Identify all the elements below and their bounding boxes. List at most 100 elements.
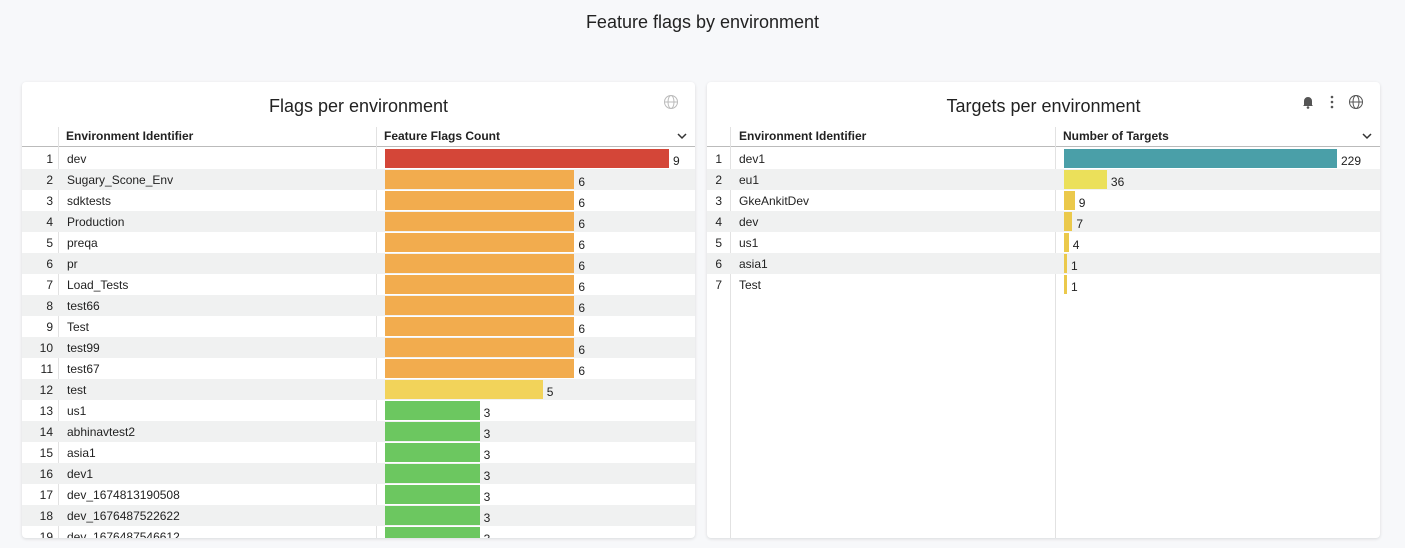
row-index: 8 [46,299,53,313]
row-index: 2 [715,173,722,187]
value-label: 4 [1072,238,1080,252]
panel: Flags per environment Environment Identi… [22,82,695,538]
menu-icon[interactable] [1324,94,1340,110]
bar [1064,233,1069,252]
table-row: 11 test67 6 [22,358,695,379]
table-row: 1 dev1 229 [707,148,1380,169]
bar [385,359,575,378]
value-label: 9 [673,154,680,168]
column-separator [1055,127,1056,538]
table-row: 14 abhinavtest2 3 [22,421,695,442]
value-label: 3 [484,532,491,538]
environment-id: dev1 [67,467,94,481]
environment-id: asia1 [739,257,768,271]
panel-title: Flags per environment [268,96,449,116]
row-index: 1 [715,152,722,166]
panel: Targets per environment Environment Iden… [707,82,1380,538]
column-header[interactable]: Number of Targets [1063,129,1169,143]
bar [385,464,480,483]
table-row: 2 eu1 36 [707,169,1380,190]
table-row: 3 GkeAnkitDev 9 [707,190,1380,211]
row-index: 13 [39,404,53,418]
sort-chevron[interactable] [1362,132,1372,140]
value-label: 6 [578,175,586,189]
table-row: 18 dev_1676487522622 3 [22,505,695,526]
row-index: 12 [39,383,53,397]
bar [385,401,480,420]
value-label: 3 [483,490,491,504]
table-row: 17 dev_1674813190508 3 [22,484,695,505]
bar [385,191,575,210]
table-row: 6 asia1 1 [707,253,1380,274]
column-header[interactable]: Environment Identifier [739,129,867,143]
environment-id: preqa [67,236,98,250]
environment-id: Load_Tests [67,278,129,292]
bar [385,338,575,357]
environment-id: test99 [67,341,100,355]
table-row: 3 sdktests 6 [22,190,695,211]
row-index: 3 [715,194,722,208]
row-index: 4 [715,215,722,229]
column-separator [58,127,59,538]
value-label: 3 [483,406,491,420]
row-index: 4 [46,215,53,229]
environment-id: Sugary_Scone_Env [67,173,174,187]
value-label: 6 [578,301,586,315]
environment-id: test66 [67,299,100,313]
bar [1064,149,1337,168]
environment-id: us1 [67,404,87,418]
bar [1064,212,1073,231]
sort-chevron[interactable] [677,132,687,140]
globe-icon[interactable] [1348,94,1364,110]
environment-id: dev_1676487522622 [67,509,180,523]
environment-id: asia1 [67,446,96,460]
table-header: Environment Identifier Number of Targets [707,127,1380,147]
row-index: 15 [39,446,53,460]
bar [385,233,575,252]
row-index: 2 [46,173,53,187]
value-label: 6 [578,322,586,336]
bar [385,506,480,525]
table-row: 15 asia1 3 [22,442,695,463]
environment-id: dev_1676487546612 [67,530,180,538]
row-index: 16 [39,467,53,481]
value-label: 6 [578,238,586,252]
column-separator [730,127,731,538]
environment-id: dev [67,152,87,166]
bar [385,422,480,441]
row-index: 11 [40,362,53,376]
row-index: 18 [39,509,53,523]
column-separator [376,127,377,538]
row-index: 6 [715,257,722,271]
value-label: 3 [483,469,491,483]
column-header[interactable]: Feature Flags Count [384,129,501,143]
value-label: 36 [1110,175,1125,189]
row-index: 17 [39,488,53,502]
bar [1064,191,1075,210]
table-row: 7 Test 1 [707,274,1380,295]
bar [1064,254,1067,273]
table-row: 5 preqa 6 [22,232,695,253]
table-row: 2 Sugary_Scone_Env 6 [22,169,695,190]
globe-icon[interactable] [663,94,679,110]
environment-id: eu1 [739,173,760,187]
value-label: 6 [578,217,586,231]
value-label: 6 [578,259,586,273]
value-label: 5 [546,385,554,399]
environment-id: Production [67,215,125,229]
value-label: 3 [483,511,491,525]
row-index: 7 [46,278,53,292]
page-title: Feature flags by environment [585,12,820,32]
environment-id: dev [739,215,759,229]
row-index: 7 [715,278,722,292]
row-index: 5 [715,236,722,250]
row-index: 3 [46,194,53,208]
bar [385,149,669,168]
environment-id: us1 [739,236,759,250]
alert-icon[interactable] [1300,94,1316,110]
table-row: 16 dev1 3 [22,463,695,484]
panel-icons [1300,94,1364,110]
column-header[interactable]: Environment Identifier [66,129,194,143]
row-index: 14 [39,425,53,439]
bar [385,380,543,399]
